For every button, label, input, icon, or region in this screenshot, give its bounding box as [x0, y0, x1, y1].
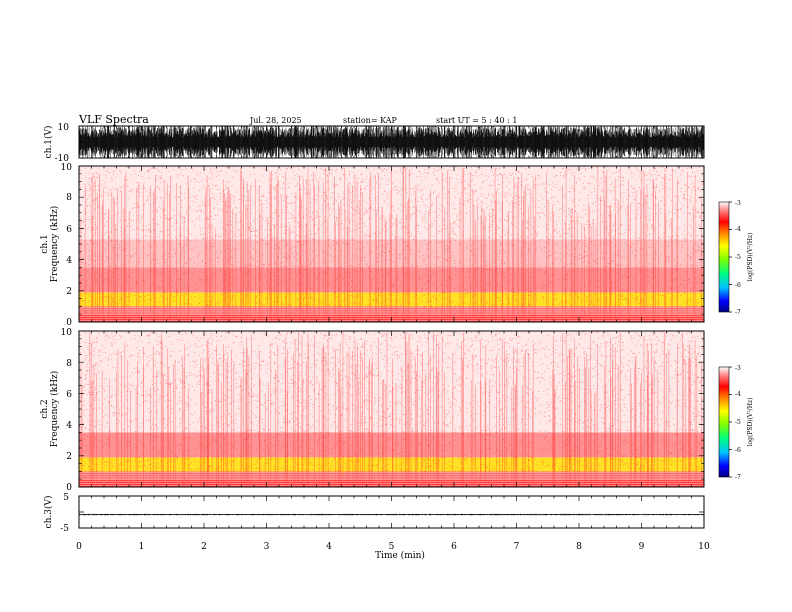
ch1-spec-tick-label: 8	[66, 193, 72, 203]
ch3-wave-ylabel: ch.3(V)	[43, 496, 54, 529]
ch2-colorbar-tick: -3	[735, 365, 741, 372]
tick-marks	[78, 125, 732, 529]
ch1-colorbar	[718, 201, 730, 313]
ch1spec-band	[79, 239, 704, 268]
ch1spec-sferics	[79, 166, 702, 322]
ch1-wave-tick-label: -10	[55, 154, 70, 164]
x-tick-label: 6	[451, 542, 457, 552]
ch3-waveform-panel	[78, 513, 705, 516]
ch2-spectrogram-panel	[79, 331, 704, 487]
ch1-spec-tick-label: 10	[61, 163, 73, 173]
ch1-colorbar-tick: -5	[735, 254, 741, 261]
ch2spec-sferics	[80, 331, 702, 487]
ch2-colorbar-tick: -5	[735, 419, 741, 426]
x-axis-label: Time (min)	[375, 550, 425, 561]
station-label: station= KAP	[343, 116, 398, 125]
ch2-colorbar	[718, 366, 730, 478]
x-tick-label: 4	[326, 542, 332, 552]
date-label: Jul. 28, 2025	[249, 116, 302, 125]
figure-title: VLF Spectra	[78, 113, 149, 126]
ch2-spec-tick-label: 2	[66, 452, 72, 462]
ch1-spec-tick-label: 6	[66, 225, 72, 235]
x-tick-label: 5	[389, 542, 395, 552]
ch1-colorbar-label: log(PSD)(V²/Hz)	[747, 233, 754, 282]
ch2spec-band	[79, 457, 704, 472]
x-tick-label: 8	[576, 542, 582, 552]
x-tick-label: 7	[514, 542, 520, 552]
ch2-spec-tick-label: 4	[66, 421, 72, 431]
start-time-label: start UT = 5 : 40 : 1	[436, 116, 517, 125]
x-tick-label: 1	[139, 542, 145, 552]
ch1-colorbar-tick: -3	[735, 200, 741, 207]
ch2-colorbar-tick: -6	[735, 447, 741, 454]
ch2-spec-ylabel-frequency: Frequency (kHz)	[49, 371, 60, 448]
ch1spec-band	[79, 292, 704, 307]
ch3-wave-tick-label: -5	[60, 524, 69, 534]
axis-ticks	[78, 125, 732, 529]
ch2-colorbar-tick: -7	[735, 474, 741, 481]
ch2-colorbar-tick: -4	[735, 391, 741, 398]
ch1-colorbar-tick: -4	[735, 226, 741, 233]
ch2-spec-tick-label: 0	[66, 483, 72, 493]
ch1-colorbar-tick: -7	[735, 309, 741, 316]
ch1-wave-ylabel: ch.1(V)	[43, 126, 54, 159]
ch3-wave-tick-label: 5	[63, 493, 69, 503]
ch1-spec-ylabel-frequency: Frequency (kHz)	[49, 206, 60, 283]
ch2-spec-tick-label: 8	[66, 359, 72, 369]
ch2spec-band	[79, 404, 704, 433]
ch1-spectrogram-panel	[79, 166, 704, 322]
ch2-spec-tick-label: 10	[61, 328, 73, 338]
ch2-spec-tick-label: 6	[66, 390, 72, 400]
x-tick-label: 9	[639, 542, 645, 552]
ch1-spec-tick-label: 2	[66, 287, 72, 297]
x-tick-label: 0	[76, 542, 82, 552]
ch1-wave-tick-label: 10	[58, 123, 70, 133]
x-tick-label: 2	[201, 542, 207, 552]
x-tick-label: 3	[264, 542, 270, 552]
ch1spec-band	[79, 166, 704, 240]
ch2-colorbar-label: log(PSD)(V²/Hz)	[747, 398, 754, 447]
ch3wave-trace	[78, 513, 705, 516]
ch1-spec-tick-label: 0	[66, 318, 72, 328]
ch1-colorbar-tick: -6	[735, 282, 741, 289]
ch1-spec-ylabel-channel: ch.1	[40, 234, 50, 253]
ch2-spec-ylabel-channel: ch.2	[40, 399, 50, 418]
ch2spec-band	[79, 471, 704, 480]
ch1spec-band	[79, 306, 704, 315]
ch1-spec-tick-label: 4	[66, 256, 72, 266]
x-tick-label: 10	[698, 542, 710, 552]
